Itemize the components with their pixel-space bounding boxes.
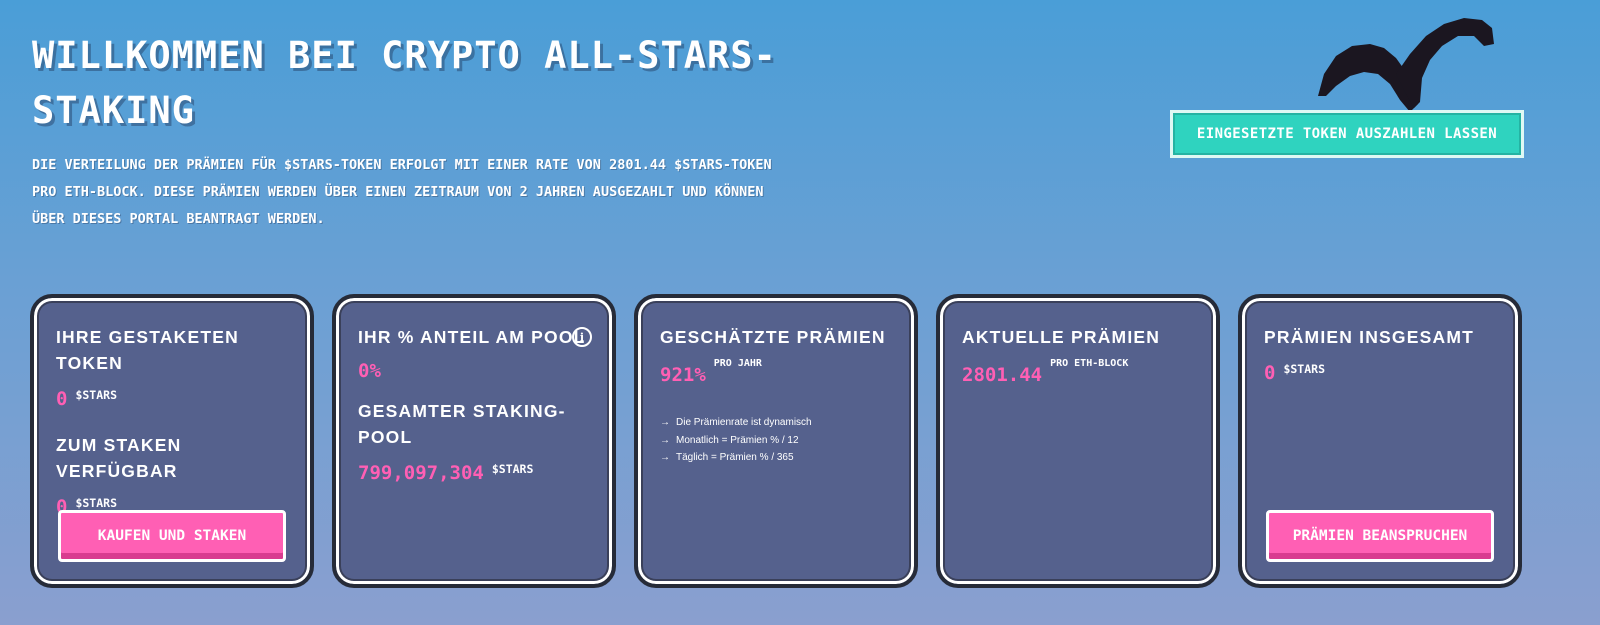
- info-icon[interactable]: i: [572, 327, 592, 347]
- bird-illustration: [1318, 18, 1494, 112]
- arrow-right-icon: →: [660, 452, 670, 463]
- arrow-right-icon: →: [660, 417, 670, 428]
- pool-heading: Gesamter Staking-Pool: [358, 401, 566, 447]
- page-title: Willkommen bei Crypto All-Stars-Staking: [32, 34, 777, 132]
- card-heading: Aktuelle Prämien: [962, 327, 1161, 347]
- staked-unit: $STARS: [75, 388, 117, 402]
- card-heading: Geschätzte Prämien: [660, 327, 886, 347]
- card-staked-tokens: Ihre gestaketen Token 0 $STARS Zum Staken…: [30, 294, 314, 588]
- pool-unit: $STARS: [491, 462, 534, 476]
- estimated-value: 921%: [660, 364, 706, 386]
- arrow-right-icon: →: [660, 434, 670, 446]
- card-pool-share: Ihr % Anteil am Pool i 0% Gesamter Staki…: [332, 294, 616, 588]
- card-estimated-rewards: Geschätzte Prämien 921% pro Jahr → Die Prä…: [634, 294, 918, 588]
- reward-notes: → Die Prämienrate ist dynamisch → Monatlic…: [660, 414, 892, 467]
- card-current-rewards: Aktuelle Prämien 2801.44 pro ETH-Block: [936, 294, 1220, 588]
- withdraw-staked-tokens-button[interactable]: Eingesetzte Token auszahlen lassen: [1170, 110, 1524, 158]
- pool-value: 799,097,304: [358, 462, 484, 484]
- note-line: → Monatlich = Prämien % / 12: [660, 434, 799, 446]
- note-line: → Täglich = Prämien % / 365: [660, 452, 794, 463]
- staked-value: 0: [56, 388, 68, 410]
- claim-rewards-button[interactable]: Prämien beanspruchen: [1266, 510, 1494, 562]
- available-heading: Zum Staken verfügbar: [56, 435, 182, 481]
- total-unit: $STARS: [1283, 362, 1325, 376]
- intro-text: Die Verteilung der Prämien für $STARS-To…: [32, 157, 772, 227]
- note-line: → Die Prämienrate ist dynamisch: [660, 417, 812, 428]
- estimated-suffix: pro Jahr: [713, 358, 762, 369]
- current-suffix: pro ETH-Block: [1050, 358, 1129, 369]
- buy-and-stake-button[interactable]: Kaufen und staken: [58, 510, 286, 562]
- card-total-rewards: Prämien insgesamt 0 $STARS Prämien beansp…: [1238, 294, 1522, 588]
- share-value: 0%: [358, 360, 381, 382]
- current-value: 2801.44: [962, 364, 1043, 386]
- card-heading: Prämien insgesamt: [1264, 327, 1474, 347]
- card-heading: Ihre gestaketen Token: [56, 327, 239, 373]
- available-value: 0: [56, 496, 68, 518]
- card-heading: Ihr % Anteil am Pool: [358, 327, 586, 347]
- available-unit: $STARS: [75, 496, 117, 510]
- total-value: 0: [1264, 362, 1276, 384]
